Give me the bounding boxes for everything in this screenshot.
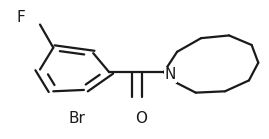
Text: N: N [165, 67, 176, 82]
Text: Br: Br [69, 111, 86, 126]
Text: O: O [135, 111, 147, 126]
Text: F: F [17, 10, 26, 25]
